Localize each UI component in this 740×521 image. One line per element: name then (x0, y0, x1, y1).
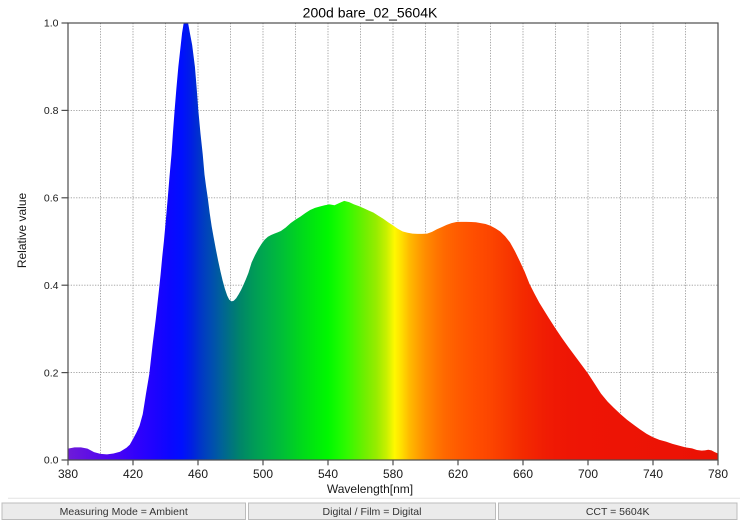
svg-text:0.4: 0.4 (44, 280, 59, 292)
svg-text:500: 500 (253, 467, 273, 481)
svg-text:0.0: 0.0 (44, 455, 59, 467)
svg-text:460: 460 (188, 467, 208, 481)
svg-text:0.8: 0.8 (44, 105, 59, 117)
svg-text:0.6: 0.6 (44, 193, 59, 205)
svg-text:Relative value: Relative value (15, 192, 29, 268)
svg-text:660: 660 (513, 467, 533, 481)
svg-text:CCT = 5604K: CCT = 5604K (586, 506, 650, 518)
svg-text:420: 420 (123, 467, 143, 481)
svg-text:700: 700 (578, 467, 598, 481)
svg-text:200d bare_02_5604K: 200d bare_02_5604K (303, 5, 438, 21)
svg-text:380: 380 (58, 467, 78, 481)
svg-text:620: 620 (448, 467, 468, 481)
svg-text:540: 540 (318, 467, 338, 481)
svg-text:Measuring Mode = Ambient: Measuring Mode = Ambient (60, 506, 188, 518)
svg-text:1.0: 1.0 (44, 18, 59, 30)
svg-text:780: 780 (708, 467, 728, 481)
svg-text:Digital / Film = Digital: Digital / Film = Digital (323, 506, 422, 518)
svg-text:0.2: 0.2 (44, 367, 59, 379)
svg-text:580: 580 (383, 467, 403, 481)
svg-text:Wavelength[nm]: Wavelength[nm] (327, 482, 413, 496)
svg-text:740: 740 (643, 467, 663, 481)
